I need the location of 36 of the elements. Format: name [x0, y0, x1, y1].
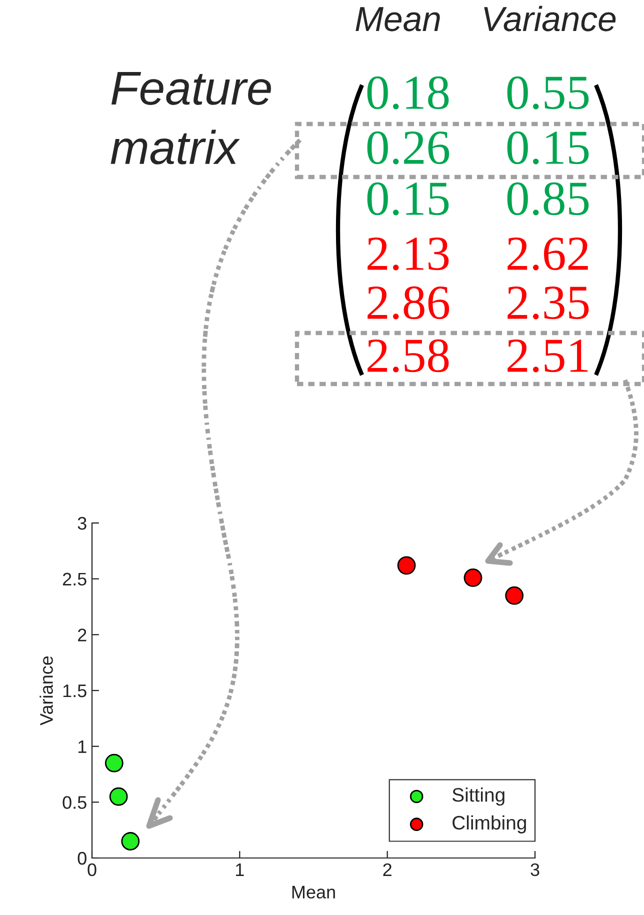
legend-label: Climbing [452, 815, 526, 834]
point [121, 832, 140, 850]
point [397, 556, 416, 575]
text: 2.35 [508, 286, 589, 320]
x-tick-label: 0 [88, 863, 96, 876]
legend-label: Sitting [452, 788, 504, 806]
text: 2.58 [368, 339, 449, 372]
point [104, 754, 124, 772]
text: 0.26 [367, 131, 450, 164]
x-tick-label: 2 [383, 863, 392, 876]
x-tick-label: 3 [530, 863, 540, 876]
text: 0.85 [507, 182, 589, 216]
y-tick-label: 1.5 [63, 684, 86, 698]
text: Mean [356, 7, 440, 32]
y-tick-label: 2 [78, 628, 86, 642]
point [505, 586, 524, 605]
x-tick-label: 1 [236, 864, 244, 876]
y-tick-label: 0 [78, 852, 86, 865]
y-tick-label: 1 [78, 740, 86, 753]
text: 0.15 [367, 182, 449, 216]
text: 0.15 [507, 131, 589, 164]
y-tick-label: 2.5 [62, 572, 86, 586]
point [464, 568, 482, 587]
text: Feature matrix [110, 72, 271, 164]
text: 0.18 [367, 76, 449, 110]
point [109, 787, 128, 806]
text: 0.55 [507, 76, 589, 110]
text: 2.13 [368, 238, 449, 270]
text: Variance [484, 6, 616, 32]
y-tick-label: 0.5 [62, 796, 86, 809]
y-tick-label: 3 [78, 516, 86, 530]
text: 2.62 [508, 238, 588, 270]
x-axis-title: Mean [292, 886, 335, 899]
y-axis-title: Variance [40, 656, 53, 726]
text: 2.86 [368, 286, 450, 320]
text: 2.51 [508, 340, 588, 372]
